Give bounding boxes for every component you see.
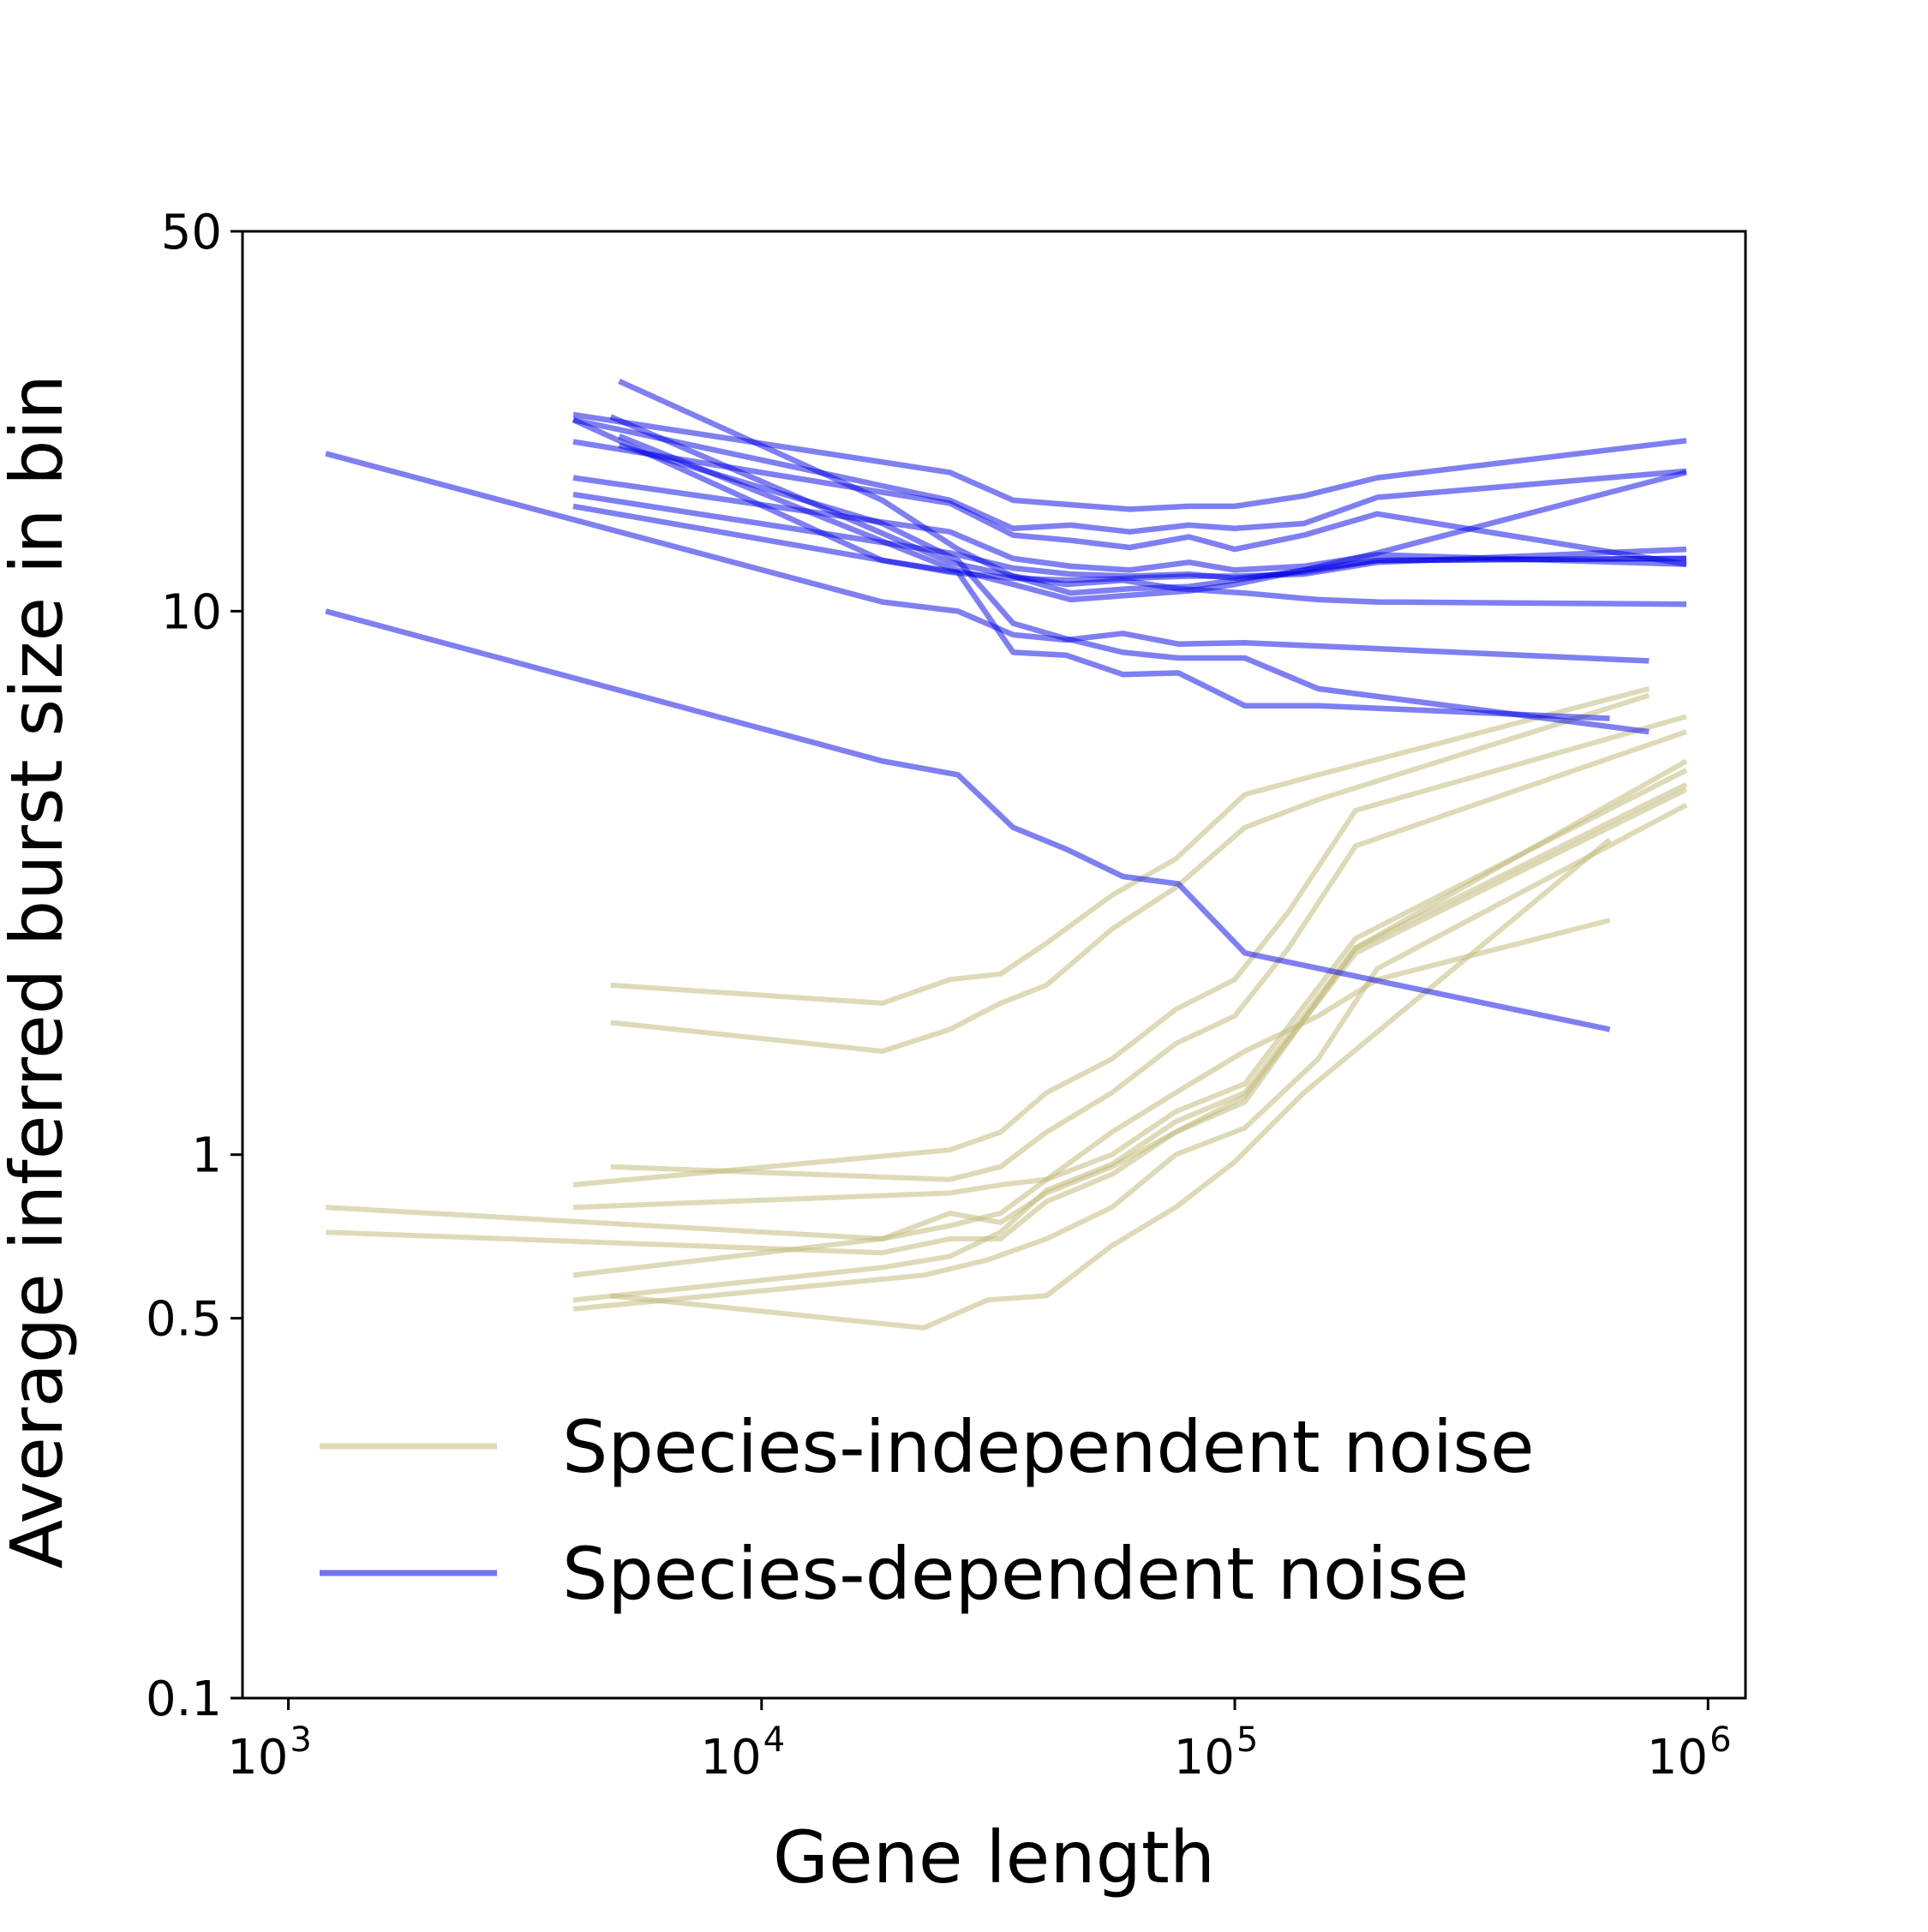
x-tick-label: 103	[227, 1720, 312, 1785]
species-independent-line-22	[572, 802, 1688, 1312]
species-independent-line-17	[610, 729, 1687, 1182]
species-independent-line-20	[572, 781, 1688, 1303]
species-independent-line-24	[572, 918, 1611, 1211]
x-axis-ticks: 103 104 105 106	[227, 1698, 1732, 1785]
legend: Species-independent noise Species-depend…	[320, 1405, 1535, 1616]
species-dependent-line-11	[618, 442, 1650, 735]
species-dependent-line-12	[572, 417, 1610, 721]
x-tick-label: 104	[700, 1720, 785, 1785]
x-tick-label: 105	[1174, 1720, 1259, 1785]
y-tick-label: 10	[161, 584, 222, 640]
y-axis-ticks: 0.1 0.5 1 10 50	[146, 205, 242, 1727]
species-dependent-line-9	[618, 378, 1687, 607]
x-tick-exponent: 3	[290, 1720, 311, 1760]
species-dependent-line-3	[572, 439, 1687, 567]
plot-area-frame	[241, 230, 1747, 1700]
y-tick-label: 0.1	[146, 1672, 222, 1727]
series-layer	[325, 378, 1688, 1331]
x-tick-exponent: 4	[763, 1720, 785, 1760]
species-independent-line-19	[572, 768, 1688, 1278]
species-dependent-line-1	[572, 411, 1687, 512]
x-axis-label: Gene length	[773, 1815, 1215, 1899]
x-tick-label: 106	[1647, 1720, 1732, 1785]
species-independent-line-15	[610, 692, 1650, 1054]
species-independent-line-14	[610, 685, 1650, 1006]
x-tick-exponent: 6	[1709, 1720, 1731, 1760]
species-dependent-line-2	[572, 416, 1687, 535]
y-tick-label: 50	[161, 205, 222, 260]
legend-label-species-dependent: Species-dependent noise	[562, 1532, 1469, 1616]
species-dependent-line-8	[618, 433, 1687, 603]
species-dependent-line-13	[325, 608, 1611, 1032]
y-tick-label: 0.5	[146, 1292, 222, 1348]
legend-label-species-independent: Species-independent noise	[562, 1405, 1535, 1489]
species-independent-line-16	[572, 714, 1687, 1187]
y-axis-label: Average inferred burst size in bin	[0, 374, 79, 1569]
x-tick-exponent: 5	[1236, 1720, 1258, 1760]
species-independent-line-23	[610, 837, 1612, 1331]
y-tick-label: 1	[191, 1128, 222, 1184]
